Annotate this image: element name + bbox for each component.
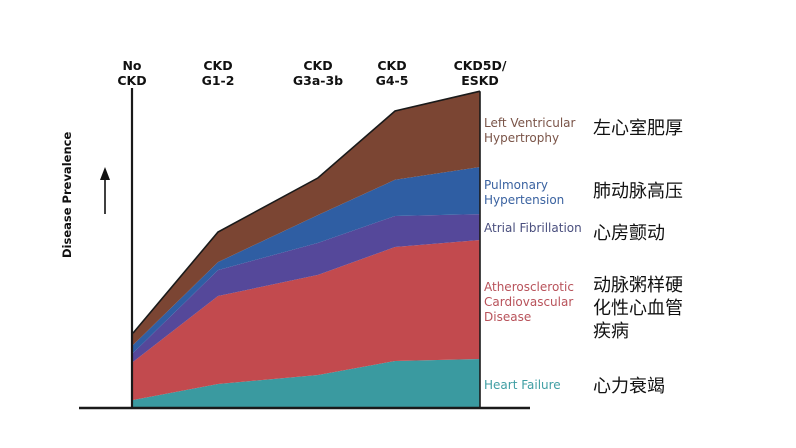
area-pulmonary-hypertension — [133, 167, 480, 353]
legend-label-atrial-fibrillation: Atrial Fibrillation — [484, 221, 582, 235]
legend-label-zh-line: 动脉粥样硬 — [593, 275, 683, 296]
x-tick-label-line: ESKD — [461, 73, 499, 88]
legend-label-zh: 心力衰竭 — [593, 376, 665, 397]
legend-label-line: Cardiovascular — [484, 295, 574, 309]
legend-label-line: Left Ventricular — [484, 116, 576, 130]
legend-label-line: Pulmonary — [484, 178, 548, 192]
top-outline — [132, 90, 481, 334]
x-tick-label: No CKD — [92, 58, 172, 88]
areas-group — [132, 90, 481, 408]
x-tick-label-line: G3a-3b — [292, 73, 344, 88]
area-heart-failure — [133, 359, 480, 408]
y-axis-arrow-head — [100, 167, 110, 180]
x-tick-label-line: CKD5D/ — [453, 58, 507, 73]
legend-label-line: Hypertrophy — [484, 131, 560, 145]
x-tick-label: CKD G1-2 — [178, 58, 258, 88]
x-tick-label: CKD5D/ESKD — [440, 58, 520, 88]
legend-label-line: Disease — [484, 310, 532, 324]
legend-label-pulmonary-hypertension: Pulmonary Hypertension — [484, 178, 564, 208]
legend-label-left-ventricular-hypertrophy: Left Ventricular Hypertrophy — [484, 116, 575, 146]
x-tick-label: CKD G4-5 — [352, 58, 432, 88]
legend-label-heart-failure: Heart Failure — [484, 378, 561, 392]
legend-label-zh-line: 疾病 — [593, 321, 629, 342]
legend-label-zh: 心房颤动 — [593, 223, 665, 244]
x-tick-label-line: G1-2 — [201, 73, 235, 88]
x-tick-label: CKD G3a-3b — [278, 58, 358, 88]
legend-label-zh: 动脉粥样硬 化性心血管 疾病 — [593, 274, 683, 343]
legend-label-zh: 肺动脉高压 — [593, 181, 683, 202]
x-tick-label-line: CKD — [117, 73, 147, 88]
area-atherosclerotic-cardiovascular-disease — [133, 240, 480, 400]
legend-label-line: Atherosclerotic — [484, 280, 574, 294]
legend-label-zh: 左心室肥厚 — [593, 118, 683, 139]
legend-label-zh-line: 化性心血管 — [593, 298, 683, 319]
area-atrial-fibrillation — [133, 214, 480, 362]
x-tick-label-line: No — [122, 58, 142, 73]
y-axis-label: Disease Prevalence — [60, 131, 74, 258]
x-tick-label-line: G4-5 — [375, 73, 409, 88]
x-tick-label-line: CKD — [203, 58, 233, 73]
x-tick-label-line: CKD — [377, 58, 407, 73]
legend-label-atherosclerotic-cardiovascular-disease: Atherosclerotic Cardiovascular Disease — [484, 280, 574, 325]
legend-label-line: Hypertension — [484, 193, 565, 207]
x-tick-label-line: CKD — [303, 58, 333, 73]
area-left-ventricular-hypertrophy — [133, 91, 480, 345]
